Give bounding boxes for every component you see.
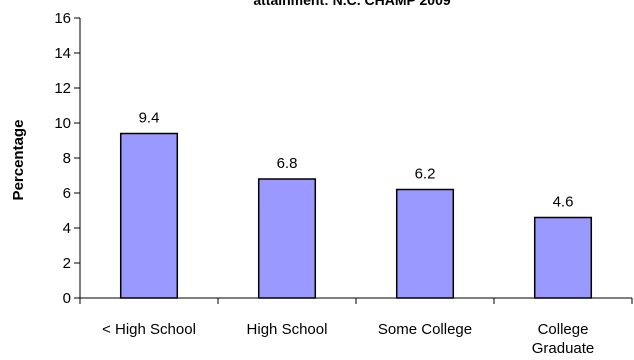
category-label: High School [247,321,328,338]
x-axis-ticks [79,298,633,304]
bar [119,132,179,299]
data-label: 9.4 [139,110,160,127]
category-label: < High School [102,321,196,338]
bar [533,216,593,299]
bar [257,178,317,299]
y-axis-ticks: 0 2 4 6 8 10 12 14 16 [54,10,80,307]
y-tick-label: 0 [63,290,71,307]
bar-series [119,132,593,299]
y-tick-label: 10 [54,115,71,132]
y-axis-label: Percentage [10,120,27,201]
data-label: 6.2 [415,166,436,183]
y-tick-label: 8 [63,150,71,167]
y-tick-label: 12 [54,80,71,97]
y-tick-label: 6 [63,185,71,202]
data-label: 6.8 [277,155,298,172]
category-label: Graduate [532,340,595,357]
bar [395,188,455,299]
category-label: Some College [378,321,472,338]
y-tick-label: 14 [54,45,71,62]
y-tick-label: 16 [54,10,71,27]
data-label: 4.6 [553,194,574,211]
category-label: College [538,321,589,338]
y-tick-label: 2 [63,255,71,272]
category-labels: < High School High School Some College Coll… [102,321,594,357]
data-labels: 9.4 6.8 6.2 4.6 [139,110,574,211]
chart-title: attainment: N.C. CHAMP 2009 [253,0,451,8]
y-tick-label: 4 [63,220,71,237]
